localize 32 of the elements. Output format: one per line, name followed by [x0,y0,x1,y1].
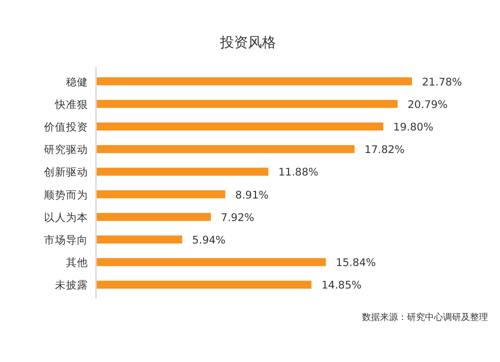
y-tick-label: 快准狠 [54,98,88,111]
y-tick-label: 研究驱动 [44,143,88,156]
data-label: 5.94% [192,234,226,246]
y-tick-label: 以人为本 [44,210,88,224]
data-label: 11.88% [278,166,318,179]
source-note: 数据来源：研究中心调研及整理 [362,312,488,323]
data-label: 14.85% [321,280,362,292]
bar [96,168,268,176]
data-label: 15.84% [336,257,376,270]
bar [96,190,226,198]
chart-title: 投资风格 [219,35,276,51]
y-tick-label: 价值投资 [43,122,88,134]
y-tick-label: 稳健 [66,76,88,88]
bar [96,100,398,108]
data-label: 7.92% [220,212,254,224]
bar [96,145,355,154]
bar [96,258,326,266]
data-label: 17.82% [364,144,405,156]
bar [96,212,211,221]
data-label: 21.78% [422,76,462,88]
data-label: 20.79% [408,98,448,111]
y-tick-label: 创新驱动 [44,166,88,179]
y-tick-label: 顺势而为 [44,188,88,202]
bar [96,236,182,244]
y-tick-label: 市场导向 [44,234,88,246]
y-tick-label: 未披露 [55,278,88,292]
data-label: 8.91% [235,189,269,202]
bar [96,122,384,130]
bar [96,77,412,86]
y-tick-label: 其他 [66,256,88,270]
bar [96,280,312,289]
data-label: 19.80% [393,122,434,134]
